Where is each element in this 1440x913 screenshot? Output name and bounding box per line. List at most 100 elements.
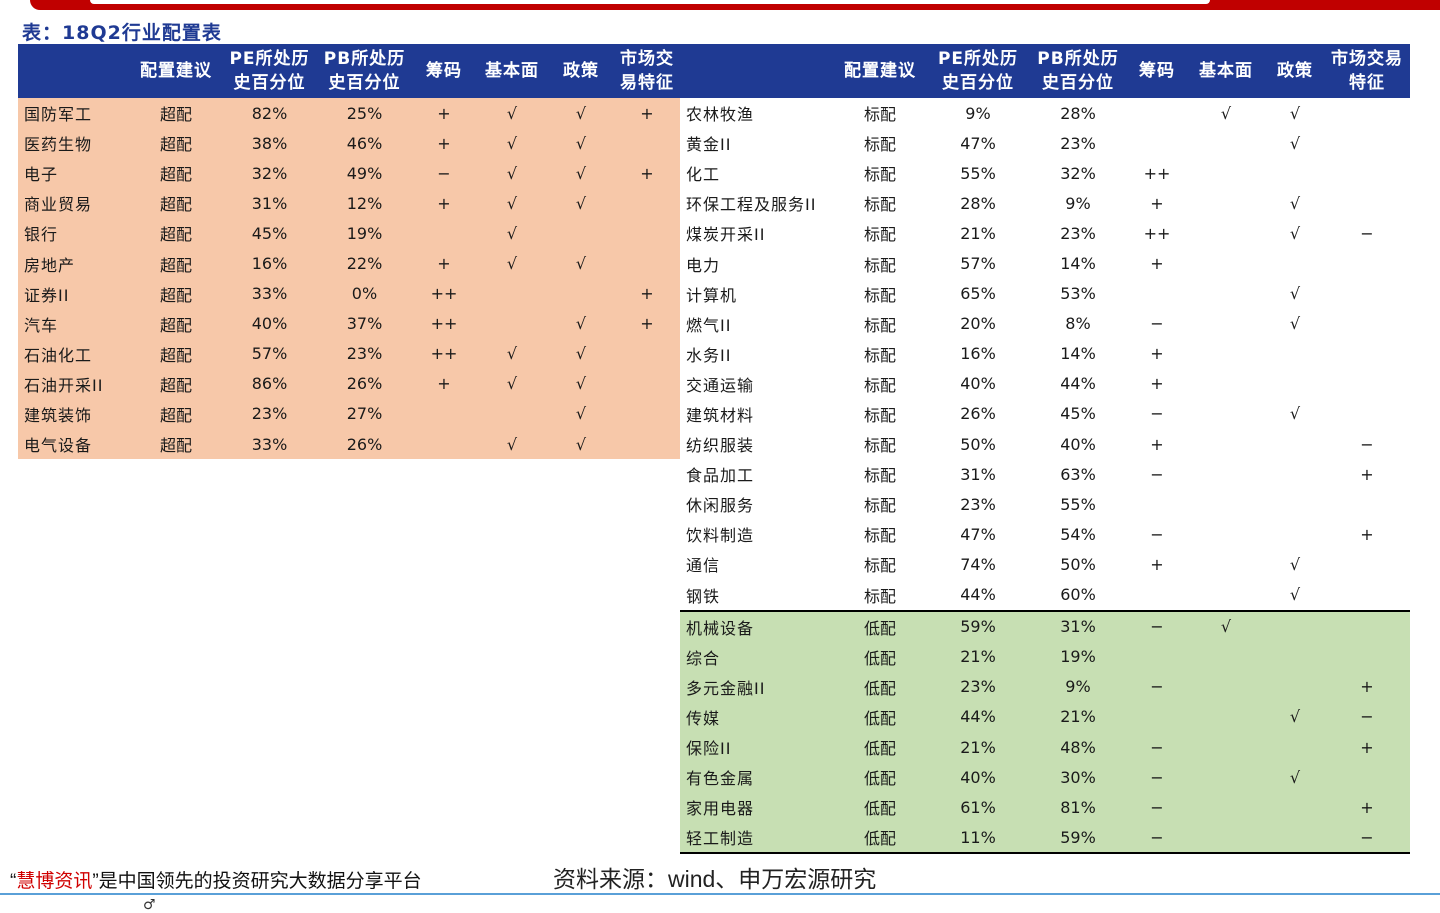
cell-pb-percentile: 23% bbox=[317, 338, 412, 369]
right-table-body: 农林牧渔 标配 9% 28% √ √ 黄金II 标配 47% 23% √ 化工 标配 55% 32% ++ 环保… bbox=[680, 98, 1410, 855]
right-allocation-table: 配置建议 PE所处历史百分位 PB所处历史百分位 筹码 基本面 政策 市场交易特征 农林牧渔… bbox=[680, 44, 1410, 855]
cell-chips: + bbox=[1128, 429, 1186, 460]
cell-rating: 标配 bbox=[832, 459, 928, 490]
cell-pb-percentile: 22% bbox=[317, 248, 412, 279]
cell-policy: √ bbox=[1266, 218, 1324, 249]
cell-rating: 标配 bbox=[832, 308, 928, 339]
cell-pb-percentile: 21% bbox=[1028, 701, 1128, 732]
cell-pb-percentile: 0% bbox=[317, 278, 412, 309]
right-header-pe-percentile: PE所处历史百分位 bbox=[928, 44, 1028, 98]
cell-chips: + bbox=[412, 188, 476, 219]
cell-market-trading bbox=[614, 218, 680, 249]
cell-policy bbox=[1266, 248, 1324, 279]
cell-pb-percentile: 55% bbox=[1028, 489, 1128, 520]
cell-fundamentals bbox=[1186, 158, 1266, 189]
left-header-market-trading: 市场交易特征 bbox=[614, 44, 680, 98]
cell-pe-percentile: 23% bbox=[928, 489, 1028, 520]
cell-fundamentals: √ bbox=[476, 188, 548, 219]
table-row: 房地产 超配 16% 22% + √ √ bbox=[18, 248, 680, 279]
cell-market-trading bbox=[1324, 128, 1410, 159]
cell-chips: + bbox=[412, 98, 476, 129]
cell-chips bbox=[1128, 641, 1186, 672]
cell-policy: √ bbox=[1266, 701, 1324, 732]
cell-chips: ++ bbox=[1128, 218, 1186, 249]
cell-chips: + bbox=[1128, 549, 1186, 580]
cell-pe-percentile: 50% bbox=[928, 429, 1028, 460]
cell-pb-percentile: 23% bbox=[1028, 218, 1128, 249]
cell-market-trading: + bbox=[1324, 671, 1410, 702]
cell-industry: 建筑装饰 bbox=[18, 398, 130, 430]
table-row: 轻工制造 低配 11% 59% − − bbox=[680, 822, 1410, 855]
right-header-pb-percentile: PB所处历史百分位 bbox=[1028, 44, 1128, 98]
cell-rating: 超配 bbox=[130, 368, 222, 399]
cell-industry: 石油化工 bbox=[18, 338, 130, 369]
cell-chips bbox=[412, 218, 476, 249]
cell-market-trading bbox=[1324, 489, 1410, 520]
cell-chips: + bbox=[1128, 188, 1186, 219]
cell-pb-percentile: 48% bbox=[1028, 731, 1128, 763]
cell-pe-percentile: 86% bbox=[222, 368, 317, 399]
cell-rating: 标配 bbox=[832, 489, 928, 520]
cell-market-trading bbox=[1324, 98, 1410, 129]
cell-pb-percentile: 27% bbox=[317, 398, 412, 430]
left-header-fundamentals: 基本面 bbox=[476, 44, 548, 98]
cell-chips: + bbox=[412, 128, 476, 159]
cell-chips: ++ bbox=[412, 278, 476, 309]
cell-pe-percentile: 23% bbox=[928, 671, 1028, 702]
cell-pe-percentile: 21% bbox=[928, 641, 1028, 672]
cell-industry: 电气设备 bbox=[18, 429, 130, 460]
cell-fundamentals: √ bbox=[1186, 98, 1266, 129]
cell-industry: 化工 bbox=[680, 158, 832, 189]
cell-market-trading: + bbox=[1324, 792, 1410, 823]
cell-policy bbox=[1266, 519, 1324, 550]
cell-market-trading bbox=[1324, 398, 1410, 430]
cell-pe-percentile: 47% bbox=[928, 519, 1028, 550]
cell-rating: 标配 bbox=[832, 158, 928, 189]
cell-chips: − bbox=[1128, 792, 1186, 823]
cell-chips: − bbox=[1128, 731, 1186, 763]
cell-policy: √ bbox=[548, 98, 614, 129]
table-row: 家用电器 低配 61% 81% − + bbox=[680, 792, 1410, 823]
cell-policy: √ bbox=[1266, 188, 1324, 219]
cell-market-trading: + bbox=[614, 308, 680, 339]
cell-industry: 有色金属 bbox=[680, 762, 832, 793]
cell-policy bbox=[1266, 489, 1324, 520]
table-row: 医药生物 超配 38% 46% + √ √ bbox=[18, 128, 680, 159]
top-decor-bar bbox=[0, 0, 1440, 12]
left-table-body: 国防军工 超配 82% 25% + √ √ + 医药生物 超配 38% 46% + √ √ 电子 超配 32% 49… bbox=[18, 98, 680, 460]
cell-pe-percentile: 40% bbox=[928, 368, 1028, 399]
cell-policy bbox=[1266, 792, 1324, 823]
cell-policy bbox=[548, 218, 614, 249]
right-header-row: 配置建议 PE所处历史百分位 PB所处历史百分位 筹码 基本面 政策 市场交易特征 bbox=[680, 44, 1410, 98]
cell-pb-percentile: 28% bbox=[1028, 98, 1128, 129]
cell-chips: − bbox=[1128, 308, 1186, 339]
footer-slogan: “慧博资讯”是中国领先的投资研究大数据分享平台 bbox=[10, 866, 422, 893]
cell-market-trading bbox=[1324, 609, 1410, 642]
cell-industry: 医药生物 bbox=[18, 128, 130, 159]
cell-policy bbox=[548, 278, 614, 309]
cell-fundamentals bbox=[1186, 278, 1266, 309]
cell-pb-percentile: 45% bbox=[1028, 398, 1128, 430]
cell-industry: 证券II bbox=[18, 278, 130, 309]
cell-pe-percentile: 45% bbox=[222, 218, 317, 249]
table-row: 多元金融II 低配 23% 9% − + bbox=[680, 671, 1410, 702]
cell-market-trading: + bbox=[1324, 731, 1410, 763]
cell-industry: 钢铁 bbox=[680, 579, 832, 611]
cell-market-trading bbox=[614, 429, 680, 460]
cell-pe-percentile: 57% bbox=[222, 338, 317, 369]
cell-industry: 综合 bbox=[680, 641, 832, 672]
cell-industry: 交通运输 bbox=[680, 368, 832, 399]
cell-fundamentals bbox=[1186, 731, 1266, 763]
cell-chips bbox=[1128, 489, 1186, 520]
cell-chips: + bbox=[1128, 368, 1186, 399]
right-header-fundamentals: 基本面 bbox=[1186, 44, 1266, 98]
brand-name[interactable]: 慧博资讯 bbox=[16, 871, 93, 892]
cell-pe-percentile: 40% bbox=[928, 762, 1028, 793]
cell-pe-percentile: 74% bbox=[928, 549, 1028, 580]
table-row: 建筑装饰 超配 23% 27% √ bbox=[18, 398, 680, 430]
cell-industry: 饮料制造 bbox=[680, 519, 832, 550]
cell-pe-percentile: 55% bbox=[928, 158, 1028, 189]
cell-chips bbox=[1128, 278, 1186, 309]
cell-rating: 超配 bbox=[130, 308, 222, 339]
cell-rating: 标配 bbox=[832, 549, 928, 580]
